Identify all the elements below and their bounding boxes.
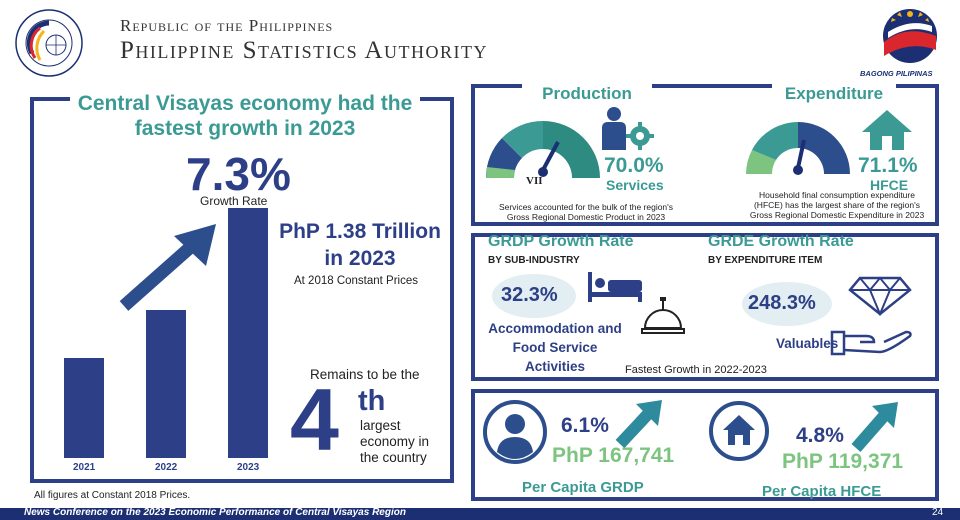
- growth-rate-label: Growth Rate: [200, 194, 268, 208]
- production-pct: 70.0%: [604, 154, 664, 177]
- production-sub: Services: [606, 177, 664, 193]
- house-icon: [862, 110, 912, 150]
- panel-growth-rates: [471, 233, 939, 381]
- rank-text-1: largest: [360, 418, 401, 433]
- expenditure-desc-1: Household final consumption expenditure: [759, 190, 915, 200]
- hfce-up-arrow-icon: [851, 402, 898, 452]
- expenditure-gauge-icon: [746, 122, 850, 175]
- production-title: Production: [522, 84, 652, 104]
- remains-text: Remains to be the: [310, 367, 420, 382]
- footnote: All figures at Constant 2018 Prices.: [34, 490, 191, 501]
- growth-rate-value: 7.3%: [186, 148, 291, 200]
- psa-logo: [15, 9, 83, 77]
- grde-growth-sub: BY EXPENDITURE ITEM: [708, 255, 823, 266]
- constant-prices-note: At 2018 Constant Prices: [294, 275, 419, 287]
- grdp-label-2: Food Service: [512, 340, 598, 355]
- growth-bar-2023: [228, 208, 268, 458]
- growth-bar-2021: [64, 358, 104, 458]
- footer-text: News Conference on the 2023 Economic Per…: [24, 507, 406, 518]
- grde-value-oval: [742, 282, 832, 326]
- growth-bar-year-2022: 2022: [155, 462, 178, 473]
- hfce-per-capita-pct: 4.8%: [796, 424, 844, 447]
- header-republic: Republic of the Philippines: [120, 16, 334, 35]
- grdp-value-oval: [492, 274, 576, 318]
- production-gauge-label: VII: [526, 175, 543, 187]
- production-desc-2: Gross Regional Domestic Product in 2023: [506, 212, 666, 222]
- diamond-icon: [848, 276, 912, 316]
- grdp-per-capita-pct: 6.1%: [561, 414, 609, 437]
- house-circle-icon: [709, 401, 769, 461]
- grdp-trillion: PhP 1.38 Trillion in 2023: [272, 218, 448, 272]
- grde-growth-title: GRDE Growth Rate: [708, 233, 854, 250]
- grdp-growth-sub: BY SUB-INDUSTRY: [488, 255, 580, 266]
- bagong-pilipinas-text: BAGONG PILIPINAS: [860, 69, 933, 78]
- grdp-label-1: Accommodation and: [488, 321, 622, 336]
- grdp-sector-label: Accommodation and Food Service Activitie…: [484, 319, 626, 376]
- bagong-pilipinas-logo: [883, 9, 937, 63]
- page-number: 24: [932, 507, 944, 518]
- production-desc-1: Services accounted for the bulk of the r…: [498, 202, 674, 212]
- service-bell-icon: [641, 297, 685, 334]
- growth-bar-year-2021: 2021: [73, 462, 96, 473]
- bed-icon: [588, 272, 642, 302]
- growth-bar-2022: [146, 310, 186, 458]
- services-person-gear-icon: [602, 107, 654, 150]
- header-psa: Philippine Statistics Authority: [120, 37, 489, 64]
- expenditure-desc-3: Gross Regional Domestic Expenditure in 2…: [749, 210, 925, 220]
- expenditure-sub: HFCE: [870, 177, 909, 193]
- production-gauge-icon: [485, 120, 600, 178]
- growth-bar-year-2023: 2023: [237, 462, 260, 473]
- rank-number: 4: [290, 370, 339, 469]
- production-desc: Services accounted for the bulk of the r…: [482, 202, 690, 222]
- panel-production-expenditure: [471, 84, 939, 226]
- rank-text-2: economy in: [360, 434, 430, 449]
- rank-description: largest economy in the country: [360, 418, 429, 466]
- person-circle-icon: [483, 400, 547, 464]
- rank-suffix: th: [358, 385, 386, 417]
- grdp-up-arrow-icon: [615, 400, 662, 449]
- grde-item-label: Valuables: [776, 336, 839, 351]
- hfce-per-capita-amount: PhP 119,371: [782, 450, 904, 473]
- economy-title: Central Visayas economy had the fastest …: [70, 91, 420, 141]
- grdp-growth-title: GRDP Growth Rate: [488, 233, 634, 250]
- hfce-per-capita-label: Per Capita HFCE: [762, 483, 882, 500]
- rank-text-3: the country: [360, 450, 427, 465]
- grdp-label-3: Activities: [524, 359, 586, 374]
- grdp-trillion-line1: PhP 1.38 Trillion: [279, 220, 441, 243]
- expenditure-title: Expenditure: [772, 84, 896, 104]
- footer-bar: News Conference on the 2023 Economic Per…: [0, 507, 960, 520]
- fastest-growth-note: Fastest Growth in 2022-2023: [625, 364, 767, 376]
- grdp-per-capita-amount: PhP 167,741: [552, 444, 675, 467]
- grde-growth-value: 248.3%: [748, 292, 816, 314]
- growth-arrow-icon: [119, 224, 216, 311]
- hand-icon: [830, 330, 912, 356]
- panel-per-capita: [471, 389, 939, 501]
- grdp-growth-value: 32.3%: [501, 284, 558, 306]
- grdp-per-capita-label: Per Capita GRDP: [522, 479, 644, 496]
- expenditure-desc: Household final consumption expenditure …: [742, 190, 932, 220]
- grdp-trillion-line2: in 2023: [324, 247, 396, 270]
- expenditure-desc-2: (HFCE) has the largest share of the regi…: [753, 200, 921, 210]
- expenditure-pct: 71.1%: [858, 154, 918, 177]
